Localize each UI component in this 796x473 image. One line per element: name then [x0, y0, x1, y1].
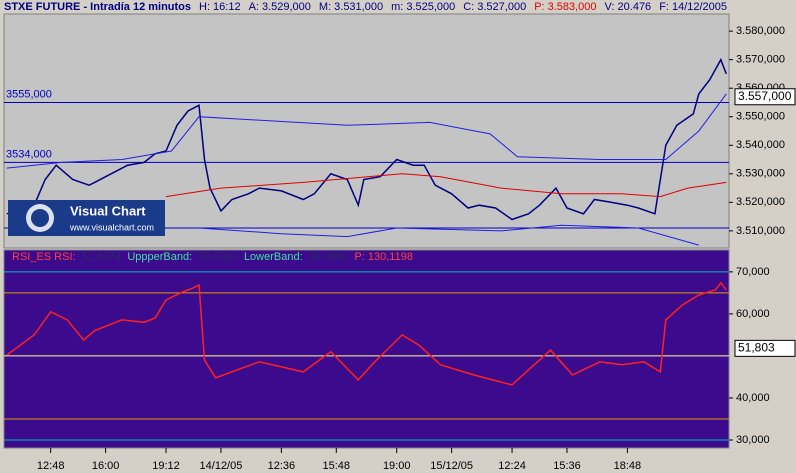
y-tick-label: 3.530,000: [736, 168, 785, 180]
y-tick-label: 3.580,000: [736, 25, 785, 37]
current-label: 51,803: [738, 341, 775, 355]
stat-label: m:: [391, 1, 403, 13]
legend-item: 30,0000: [309, 251, 349, 263]
level-label: 3555,000: [6, 88, 52, 100]
logo-name: Visual Chart: [70, 203, 146, 218]
stat-value: 3.531,000: [334, 1, 383, 13]
stat-label: F:: [659, 1, 669, 13]
stat-label: C:: [463, 1, 474, 13]
current-label: 3.557,000: [738, 89, 792, 103]
x-tick-label: 16:00: [92, 460, 120, 472]
logo-icon: [31, 209, 49, 227]
logo-url: www.visualchart.com: [69, 222, 154, 232]
series-line: [198, 224, 699, 246]
plot-area: [3, 249, 730, 449]
series-line: [6, 57, 727, 221]
y-tick-label: 70,000: [736, 266, 770, 278]
stat-value: 20.476: [618, 1, 652, 13]
y-tick-label: 3.510,000: [736, 225, 785, 237]
level-label: 3534,000: [6, 148, 52, 160]
legend-item: UppperBand:: [127, 251, 192, 263]
y-tick-label: 40,000: [736, 392, 770, 404]
header-title: STXE FUTURE - Intradía 12 minutos: [4, 1, 191, 13]
y-tick-label: 3.550,000: [736, 111, 785, 123]
legend-item: 51,8074: [82, 251, 122, 263]
x-tick-label: 15:48: [323, 460, 351, 472]
x-tick-label: 15/12/05: [430, 460, 473, 472]
stat-label: H:: [199, 1, 210, 13]
stat-label: A:: [249, 1, 259, 13]
series-line: [6, 281, 727, 386]
x-tick-label: 19:00: [383, 460, 411, 472]
y-tick-label: 3.570,000: [736, 54, 785, 66]
stat-value: 16:12: [213, 1, 241, 13]
stat-label: P:: [534, 1, 544, 13]
y-tick-label: 60,000: [736, 308, 770, 320]
x-tick-label: 19:12: [152, 460, 180, 472]
current-box: [734, 339, 796, 357]
series-line: [165, 173, 727, 198]
stat-value: 14/12/2005: [672, 1, 727, 13]
x-tick-label: 12:24: [498, 460, 526, 472]
legend-item: RSI_ES RSI:: [12, 251, 76, 263]
series-line: [6, 93, 727, 169]
y-tick-label: 3.520,000: [736, 196, 785, 208]
header: STXE FUTURE - Intradía 12 minutos H: 16:12…: [4, 1, 727, 13]
current-box: [734, 88, 796, 106]
legend: RSI_ES RSI: 51,8074 UppperBand: 70,0000 Lowe…: [12, 251, 413, 263]
x-tick-label: 14/12/05: [200, 460, 243, 472]
y-tick-label: 30,000: [736, 434, 770, 446]
logo: Visual Chart www.visualchart.com: [8, 200, 165, 236]
x-tick-label: 15:36: [553, 460, 581, 472]
stat-label: M:: [319, 1, 331, 13]
x-tick-label: 12:48: [37, 460, 65, 472]
stat-value: 3.583,000: [548, 1, 597, 13]
stat-value: 3.527,000: [477, 1, 526, 13]
legend-item: P: 130,1198: [354, 251, 413, 263]
stat-value: 3.525,000: [406, 1, 455, 13]
legend-item: 70,0000: [198, 251, 238, 263]
stat-label: V:: [605, 1, 615, 13]
y-tick-label: 3.540,000: [736, 139, 785, 151]
x-tick-label: 12:36: [268, 460, 296, 472]
stat-value: 3.529,000: [262, 1, 311, 13]
x-tick-label: 18:48: [614, 460, 642, 472]
legend-item: LowerBand:: [244, 251, 303, 263]
